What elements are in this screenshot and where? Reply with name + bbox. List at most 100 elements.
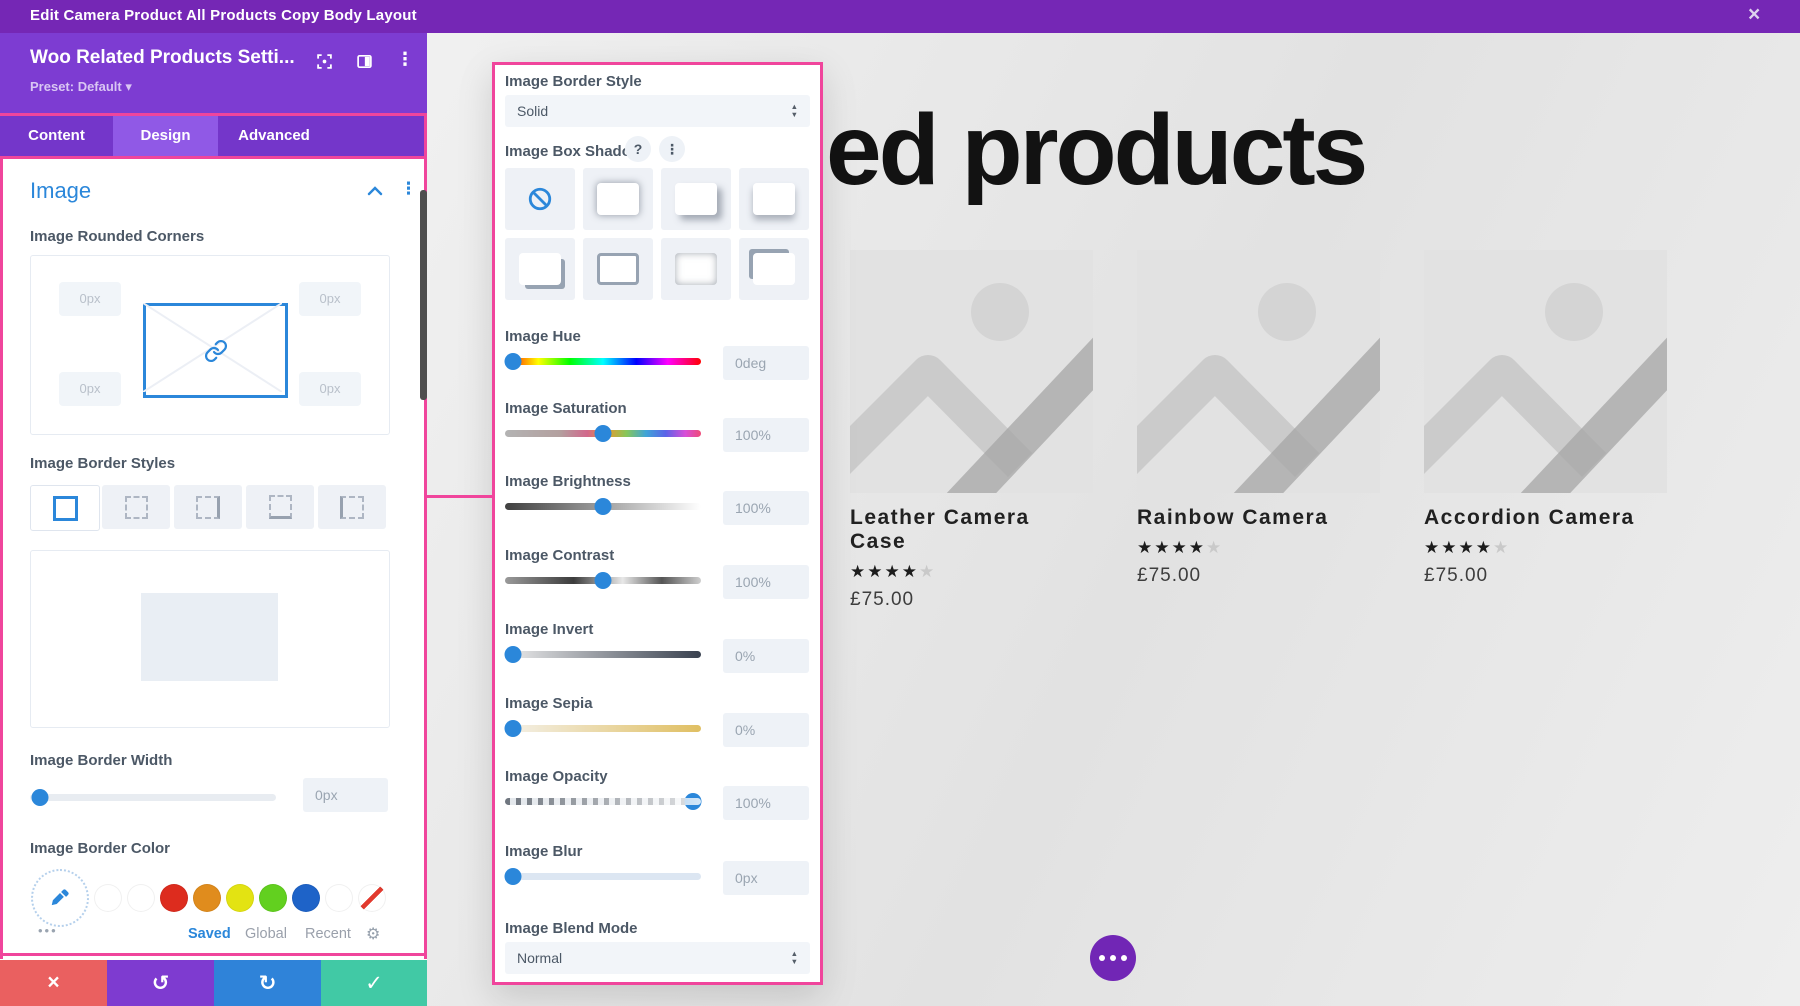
sepia-input[interactable]: 0% <box>723 713 809 747</box>
palette-tab-recent[interactable]: Recent <box>305 926 351 942</box>
sepia-slider[interactable] <box>504 720 701 737</box>
corner-bottom-left-input[interactable]: 0px <box>59 372 121 406</box>
gear-icon[interactable]: ⚙ <box>366 926 381 943</box>
invert-slider[interactable] <box>504 646 701 663</box>
border-style-bottom-button[interactable] <box>246 485 314 529</box>
redo-button[interactable]: ↻ <box>214 960 321 1006</box>
product-placeholder-image[interactable] <box>850 250 1093 493</box>
collapse-chevron-icon[interactable] <box>366 184 384 203</box>
preset-label: Preset: Default <box>30 79 122 94</box>
link-corners-toggle[interactable] <box>143 303 288 398</box>
palette-tab-global[interactable]: Global <box>245 926 287 942</box>
saturation-slider[interactable] <box>505 425 701 442</box>
border-style-select[interactable]: Solid <box>505 95 810 127</box>
panel-scrollbar[interactable] <box>420 190 427 400</box>
border-style-right-button[interactable] <box>174 485 242 529</box>
corner-top-right-input[interactable]: 0px <box>299 282 361 316</box>
slider-handle[interactable] <box>31 789 49 806</box>
star-empty-icon: ★ <box>1205 538 1224 557</box>
section-kebab-icon[interactable]: ⋮ <box>400 179 417 198</box>
contrast-input[interactable]: 100% <box>723 565 809 599</box>
slider-handle[interactable] <box>504 353 522 370</box>
undo-button[interactable]: ↺ <box>107 960 214 1006</box>
product-card[interactable]: Rainbow Camera ★★★★★ £75.00 <box>1137 250 1380 587</box>
blend-mode-select[interactable]: Normal <box>505 942 810 974</box>
product-card[interactable]: Leather Camera Case ★★★★★ £75.00 <box>850 250 1093 611</box>
border-style-solid-button[interactable] <box>30 485 100 531</box>
redo-icon: ↻ <box>258 971 277 995</box>
box-shadow-label: Image Box Shadow <box>505 143 643 160</box>
saturation-input[interactable]: 100% <box>723 418 809 452</box>
module-settings-panel: Woo Related Products Setti... ⋮ Preset: … <box>0 33 427 1006</box>
dot-icon <box>1121 955 1127 961</box>
save-button[interactable]: ✓ <box>321 960 427 1006</box>
shadow-hard-top-left-icon <box>753 253 795 285</box>
slider-handle[interactable] <box>594 572 612 589</box>
color-swatch[interactable] <box>127 884 155 912</box>
border-width-input[interactable]: 0px <box>303 778 388 812</box>
shadow-glow-button[interactable] <box>583 168 653 230</box>
blur-slider[interactable] <box>504 868 701 885</box>
preset-selector[interactable]: Preset: Default ▾ <box>30 79 132 95</box>
border-style-all-button[interactable] <box>102 485 170 529</box>
blend-mode-value: Normal <box>517 950 563 966</box>
slider-handle[interactable] <box>504 646 522 663</box>
border-width-slider[interactable] <box>30 789 276 806</box>
color-swatch[interactable] <box>94 884 122 912</box>
color-swatch[interactable] <box>226 884 254 912</box>
slider-handle[interactable] <box>684 793 702 810</box>
invert-input[interactable]: 0% <box>723 639 809 673</box>
shadow-hard-bottom-right-button[interactable] <box>505 238 575 300</box>
product-name[interactable]: Leather Camera Case <box>850 506 1030 553</box>
shadow-border-button[interactable] <box>583 238 653 300</box>
color-swatch[interactable] <box>259 884 287 912</box>
product-name[interactable]: Accordion Camera <box>1424 506 1635 529</box>
shadow-none-button[interactable] <box>505 168 575 230</box>
shadow-inner-button[interactable] <box>661 238 731 300</box>
slider-handle[interactable] <box>594 498 612 515</box>
corner-bottom-right-input[interactable]: 0px <box>299 372 361 406</box>
tab-design[interactable]: Design <box>113 116 218 156</box>
tab-content[interactable]: Content <box>28 127 85 144</box>
shadow-bottom-button[interactable] <box>739 168 809 230</box>
blur-input[interactable]: 0px <box>723 861 809 895</box>
shadow-hard-top-left-button[interactable] <box>739 238 809 300</box>
expand-module-icon[interactable] <box>316 53 333 75</box>
tab-advanced[interactable]: Advanced <box>238 127 310 144</box>
more-options-ellipsis-icon[interactable]: ••• <box>38 923 58 938</box>
contrast-slider[interactable] <box>505 572 701 589</box>
product-card[interactable]: Accordion Camera ★★★★★ £75.00 <box>1424 250 1667 587</box>
shadow-kebab-icon[interactable]: ⋮ <box>659 136 685 162</box>
brightness-input[interactable]: 100% <box>723 491 809 525</box>
border-style-left-button[interactable] <box>318 485 386 529</box>
hue-slider[interactable] <box>504 353 701 370</box>
panel-layout-icon[interactable] <box>356 53 373 75</box>
color-swatch[interactable] <box>292 884 320 912</box>
product-price: £75.00 <box>850 589 915 610</box>
color-swatch[interactable] <box>160 884 188 912</box>
palette-tab-saved[interactable]: Saved <box>188 926 231 942</box>
shadow-bottom-right-button[interactable] <box>661 168 731 230</box>
hue-input[interactable]: 0deg <box>723 346 809 380</box>
slider-handle[interactable] <box>504 868 522 885</box>
opacity-input[interactable]: 100% <box>723 786 809 820</box>
color-picker-eyedropper[interactable] <box>31 869 89 927</box>
corner-top-left-input[interactable]: 0px <box>59 282 121 316</box>
page-settings-fab[interactable] <box>1090 935 1136 981</box>
color-swatch[interactable] <box>193 884 221 912</box>
product-name[interactable]: Rainbow Camera <box>1137 506 1329 529</box>
color-swatch[interactable] <box>325 884 353 912</box>
panel-menu-kebab-icon[interactable]: ⋮ <box>396 49 414 69</box>
slider-handle[interactable] <box>504 720 522 737</box>
help-icon[interactable]: ? <box>625 136 651 162</box>
product-placeholder-image[interactable] <box>1137 250 1380 493</box>
product-placeholder-image[interactable] <box>1424 250 1667 493</box>
color-swatch-none[interactable] <box>358 884 386 912</box>
product-price: £75.00 <box>1424 565 1489 586</box>
opacity-slider[interactable] <box>505 793 702 810</box>
discard-button[interactable]: × <box>0 960 107 1006</box>
close-icon[interactable]: × <box>1748 3 1761 26</box>
slider-handle[interactable] <box>594 425 612 442</box>
brightness-slider[interactable] <box>505 498 701 515</box>
image-section-title[interactable]: Image <box>30 178 92 203</box>
